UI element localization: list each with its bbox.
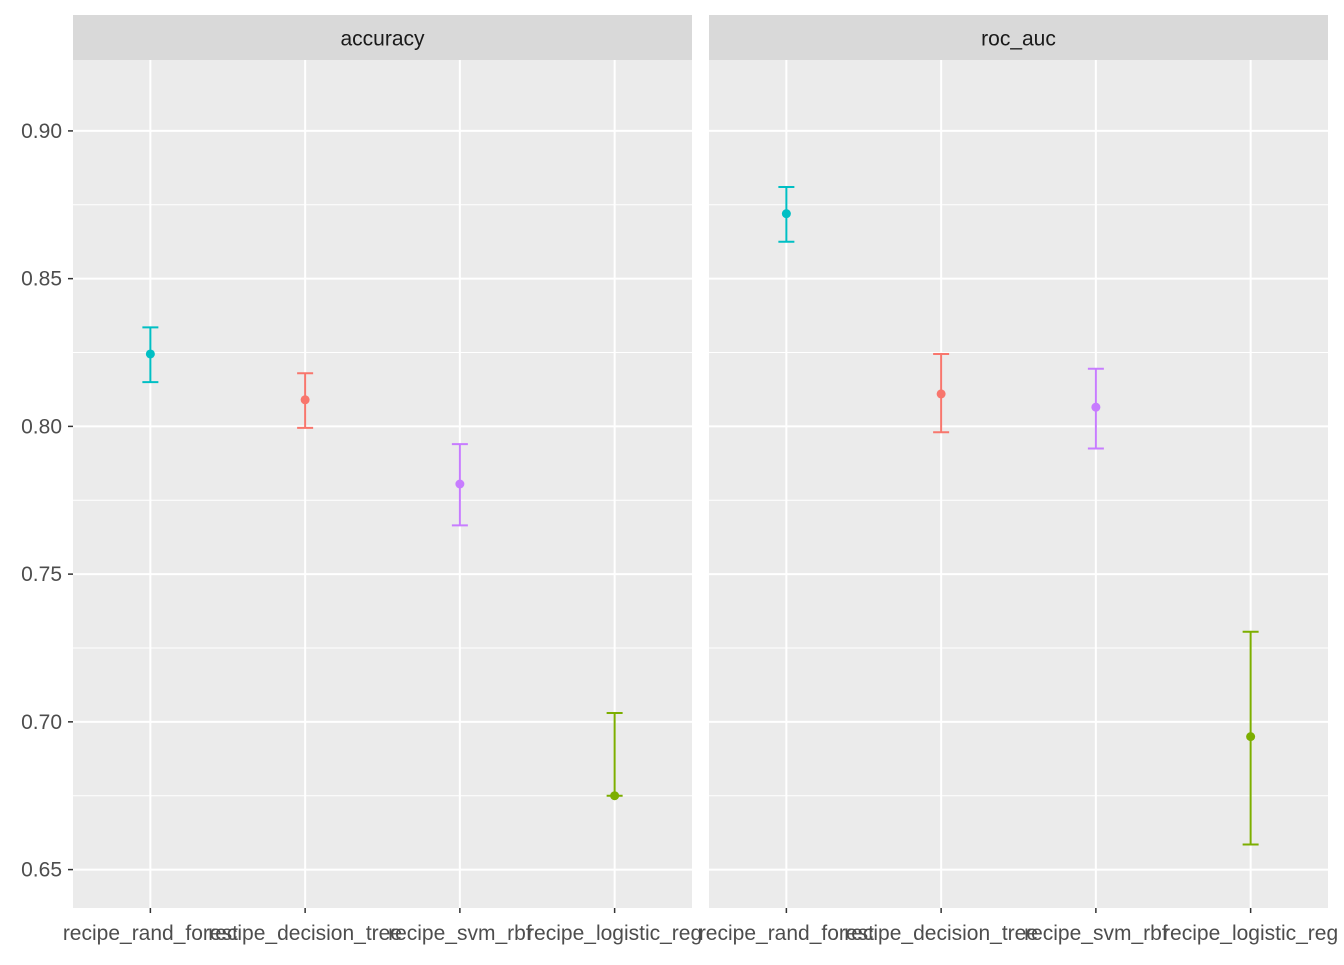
panel-roc_auc: roc_auc recipe_rand_forestrecipe_decision…: [699, 15, 1338, 945]
y-tick-label: 0.75: [21, 563, 62, 586]
panel-accuracy: accuracy recipe_rand_forestrecipe_decisio…: [63, 15, 702, 945]
strip-label: accuracy: [340, 28, 425, 51]
point-recipe_svm_rbf: [1091, 402, 1101, 412]
point-recipe_svm_rbf: [455, 479, 465, 489]
strip-background: [709, 15, 1328, 60]
x-tick-label: recipe_svm_rbf: [1024, 922, 1168, 945]
point-recipe_decision_tree: [300, 395, 310, 405]
y-tick-label: 0.65: [21, 859, 62, 882]
y-tick-label: 0.80: [21, 415, 62, 438]
y-tick-label: 0.90: [21, 120, 62, 143]
y-axis: 0.65 0.70 0.75 0.80 0.85 0.90: [21, 120, 73, 882]
x-tick-label: recipe_logistic_reg: [1163, 922, 1338, 945]
x-tick-label: recipe_logistic_reg: [527, 922, 702, 945]
point-recipe_logistic_reg: [1246, 732, 1256, 742]
x-tick-label: recipe_rand_forest: [63, 922, 238, 945]
point-recipe_logistic_reg: [610, 791, 620, 801]
strip-label: roc_auc: [981, 28, 1056, 51]
y-tick-label: 0.85: [21, 268, 62, 291]
point-recipe_rand_forest: [781, 209, 791, 219]
x-tick-label: recipe_decision_tree: [208, 922, 402, 945]
y-tick-label: 0.70: [21, 711, 62, 734]
x-tick-label: recipe_decision_tree: [844, 922, 1038, 945]
x-tick-label: recipe_svm_rbf: [388, 922, 532, 945]
strip-background: [73, 15, 692, 60]
panel-background: [73, 60, 692, 908]
x-tick-label: recipe_rand_forest: [699, 922, 874, 945]
panel-background: [709, 60, 1328, 908]
point-recipe_rand_forest: [145, 349, 155, 359]
point-recipe_decision_tree: [936, 389, 946, 399]
